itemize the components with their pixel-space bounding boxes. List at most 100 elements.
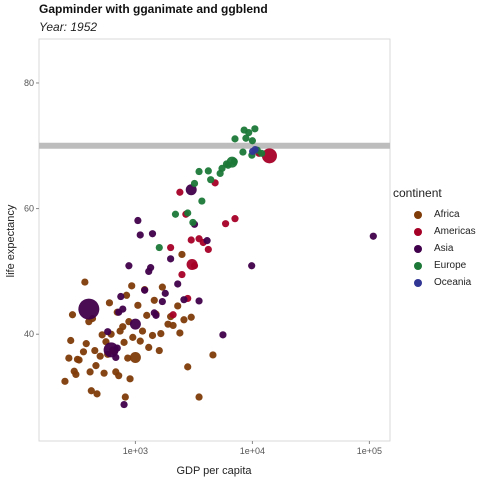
x-axis-label: GDP per capita: [176, 465, 252, 477]
data-point: [145, 343, 153, 352]
data-point: [134, 301, 142, 309]
data-point: [251, 125, 259, 133]
data-point: [195, 393, 203, 401]
data-point: [92, 362, 100, 370]
data-point: [143, 311, 151, 319]
data-point: [230, 157, 238, 166]
data-point: [178, 250, 186, 259]
data-point: [195, 297, 203, 305]
data-point: [81, 278, 89, 286]
data-point: [119, 305, 127, 313]
data-point: [150, 296, 158, 304]
x-tick-label: 1e+03: [123, 446, 148, 456]
legend-items: Africa Americas Asia Europe Oceania: [393, 206, 476, 291]
data-point: [112, 353, 120, 362]
data-point: [128, 282, 136, 290]
data-point: [152, 311, 160, 319]
data-point: [187, 236, 195, 244]
legend-key: [414, 210, 422, 219]
data-point: [129, 333, 137, 341]
legend: continent Africa Americas Asia Europe Oceani…: [393, 186, 476, 291]
legend-title: continent: [393, 186, 442, 200]
data-point: [171, 210, 180, 218]
data-point: [120, 400, 128, 409]
axes: 1e+03 1e+04 1e+05 40 60 80: [24, 38, 391, 456]
legend-label: Asia: [434, 243, 454, 254]
data-point: [251, 145, 259, 154]
legend-item: Asia: [393, 240, 476, 257]
data-point: [117, 292, 125, 301]
data-point: [167, 243, 175, 252]
data-point: [157, 329, 165, 338]
plot-panel: [38, 38, 391, 442]
legend-key: [414, 244, 422, 253]
data-point: [231, 215, 239, 223]
data-point: [129, 351, 141, 363]
data-point: [204, 167, 212, 175]
data-point: [176, 329, 184, 337]
legend-item: Oceania: [393, 274, 476, 291]
data-point: [113, 344, 121, 352]
legend-item: Africa: [393, 206, 476, 223]
legend-label: Africa: [434, 209, 460, 220]
data-point: [72, 370, 80, 379]
data-point: [184, 363, 192, 371]
data-point: [68, 311, 77, 319]
data-point: [138, 327, 147, 335]
data-point: [180, 296, 188, 304]
data-point: [203, 237, 211, 245]
data-point: [184, 209, 192, 217]
data-point: [195, 167, 203, 176]
data-point: [120, 338, 128, 346]
data-point: [169, 311, 177, 319]
data-point: [87, 387, 95, 395]
data-point: [248, 262, 256, 270]
data-point: [209, 351, 217, 359]
data-point: [190, 262, 199, 270]
data-point: [91, 346, 99, 355]
data-point: [124, 354, 132, 362]
data-point: [369, 232, 377, 240]
data-point: [61, 377, 69, 385]
data-point: [161, 289, 169, 297]
y-tick-label: 80: [24, 78, 34, 88]
data-point: [158, 297, 166, 306]
data-point: [125, 262, 133, 270]
legend-label: Europe: [434, 260, 467, 271]
legend-label: Americas: [434, 226, 476, 237]
data-point: [67, 336, 75, 345]
y-tick-label: 40: [24, 329, 34, 339]
data-point: [115, 372, 123, 380]
data-point: [207, 176, 215, 184]
chart-title: Gapminder with gganimate and ggblend: [39, 2, 268, 16]
data-point: [180, 316, 188, 324]
data-point: [79, 348, 88, 356]
data-point: [93, 390, 101, 398]
data-point: [231, 135, 239, 143]
data-point: [82, 340, 90, 348]
data-point: [245, 128, 253, 137]
data-point: [86, 368, 94, 376]
legend-item: Americas: [393, 223, 476, 240]
data-point: [98, 331, 106, 339]
x-tick-label: 1e+04: [240, 446, 265, 456]
legend-key: [414, 261, 422, 270]
data-point: [204, 245, 212, 254]
points-group: [61, 125, 377, 409]
data-point: [126, 375, 134, 383]
data-point: [75, 356, 83, 364]
legend-label: Oceania: [434, 277, 472, 288]
data-point: [174, 302, 182, 310]
data-point: [148, 230, 157, 238]
legend-key: [414, 227, 422, 236]
data-point: [136, 337, 144, 345]
data-point: [242, 134, 250, 142]
legend-item: Europe: [393, 257, 476, 274]
data-point: [65, 354, 73, 362]
data-point: [122, 291, 131, 299]
data-point: [104, 328, 112, 336]
data-point: [169, 321, 177, 330]
data-point: [218, 164, 226, 172]
data-point: [100, 369, 108, 377]
